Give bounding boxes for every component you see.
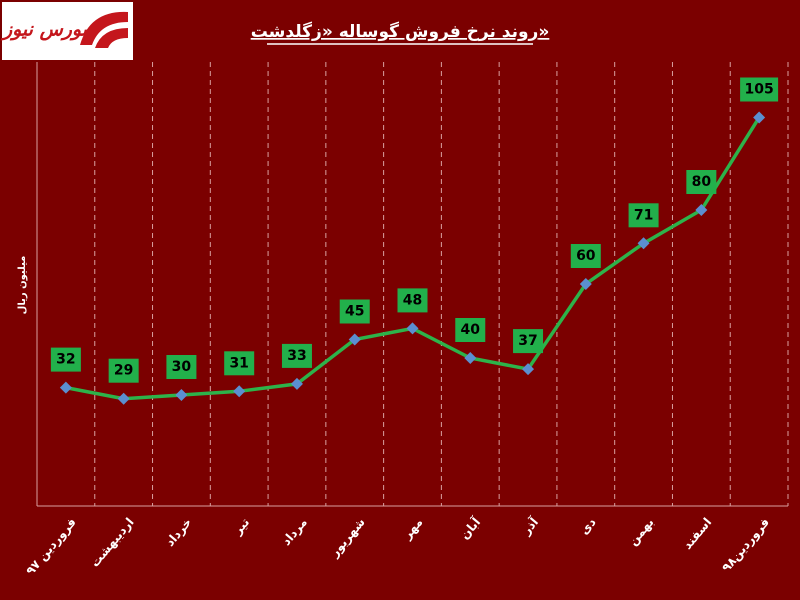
marker xyxy=(695,204,708,216)
value-label: 31 xyxy=(229,355,248,371)
value-label: 80 xyxy=(692,174,712,190)
value-label: 45 xyxy=(345,304,364,320)
value-label: 32 xyxy=(56,352,75,368)
value-label-box xyxy=(108,358,139,383)
value-label: 29 xyxy=(114,363,133,379)
value-label-box xyxy=(281,343,312,368)
value-label-box xyxy=(455,318,486,342)
marker xyxy=(406,322,419,335)
value-label-box xyxy=(628,203,659,228)
marker xyxy=(233,385,246,398)
marker xyxy=(522,363,535,376)
value-label: 30 xyxy=(172,359,192,375)
y-axis-label: میلیون ریال xyxy=(17,256,28,315)
value-label-box xyxy=(224,351,255,376)
value-label-box xyxy=(166,355,197,379)
chart-title: روند نرخ فروش گوساله «زگلدشت» xyxy=(251,21,550,42)
marker xyxy=(348,333,361,346)
value-label-box xyxy=(513,329,544,354)
value-label: 60 xyxy=(576,248,596,264)
value-label: 40 xyxy=(461,322,481,338)
marker xyxy=(290,377,303,390)
marker xyxy=(464,352,477,364)
marker xyxy=(175,389,188,401)
value-label: 48 xyxy=(403,292,422,308)
value-label-box xyxy=(686,170,717,194)
value-label-box xyxy=(397,288,428,313)
marker xyxy=(59,381,72,394)
marker xyxy=(637,237,650,250)
value-label: 105 xyxy=(744,82,773,98)
value-label: 33 xyxy=(287,348,306,364)
value-label: 71 xyxy=(634,207,653,223)
value-label-box xyxy=(50,347,81,372)
marker xyxy=(753,111,766,124)
value-label-box xyxy=(740,77,779,102)
marker xyxy=(579,278,592,290)
logo-icon xyxy=(80,11,128,48)
value-label-box xyxy=(339,299,370,324)
value-label: 37 xyxy=(518,333,537,349)
logo-text: بورس نیوز xyxy=(0,19,88,41)
marker xyxy=(117,392,130,405)
value-label-box xyxy=(570,244,601,268)
